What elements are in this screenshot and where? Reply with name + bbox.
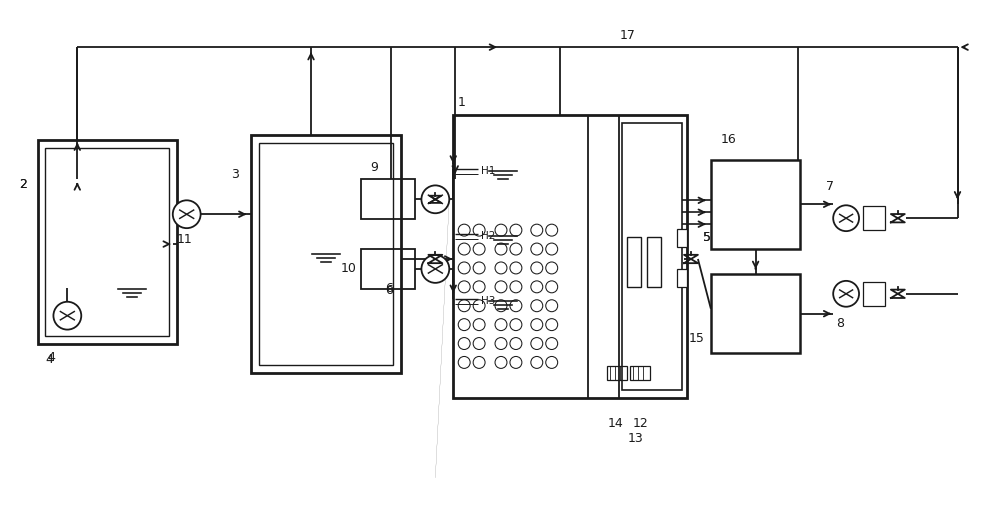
Text: 7: 7 <box>826 180 834 193</box>
Text: H2: H2 <box>481 231 495 241</box>
Text: 5: 5 <box>703 231 711 244</box>
Bar <box>711 159 800 249</box>
Bar <box>711 274 800 354</box>
Text: 6: 6 <box>386 284 393 297</box>
Circle shape <box>173 200 201 228</box>
Bar <box>607 366 627 380</box>
Bar <box>38 140 177 343</box>
Text: 9: 9 <box>371 161 379 174</box>
Text: 14: 14 <box>607 417 623 430</box>
Text: 6: 6 <box>386 282 393 296</box>
Bar <box>453 115 687 398</box>
Circle shape <box>833 281 859 307</box>
Bar <box>630 366 650 380</box>
Text: 17: 17 <box>619 29 635 42</box>
Bar <box>361 179 415 219</box>
Bar <box>251 135 401 373</box>
Text: 4: 4 <box>45 353 53 366</box>
Text: 4: 4 <box>47 351 55 364</box>
Text: 15: 15 <box>689 332 705 345</box>
Bar <box>677 269 687 287</box>
Text: 5: 5 <box>703 231 711 244</box>
Text: 16: 16 <box>721 133 737 146</box>
Bar <box>627 237 641 287</box>
Circle shape <box>53 302 81 329</box>
Text: 12: 12 <box>632 417 648 430</box>
Circle shape <box>833 205 859 231</box>
Text: 10: 10 <box>341 263 357 276</box>
Bar <box>361 249 415 289</box>
Text: 3: 3 <box>231 168 239 181</box>
Text: H1: H1 <box>481 167 495 176</box>
Circle shape <box>421 255 449 283</box>
Text: 13: 13 <box>627 432 643 445</box>
Circle shape <box>421 186 449 213</box>
Bar <box>259 142 393 365</box>
Text: 1: 1 <box>457 96 465 109</box>
Bar <box>622 123 682 390</box>
Text: 11: 11 <box>177 233 193 246</box>
Text: H3: H3 <box>481 296 495 306</box>
Bar <box>677 229 687 247</box>
Bar <box>45 148 169 336</box>
Bar <box>863 206 885 230</box>
Text: 8: 8 <box>836 317 844 330</box>
Bar <box>647 237 661 287</box>
Text: 2: 2 <box>20 178 27 191</box>
Text: 2: 2 <box>20 178 27 191</box>
Bar <box>863 282 885 306</box>
